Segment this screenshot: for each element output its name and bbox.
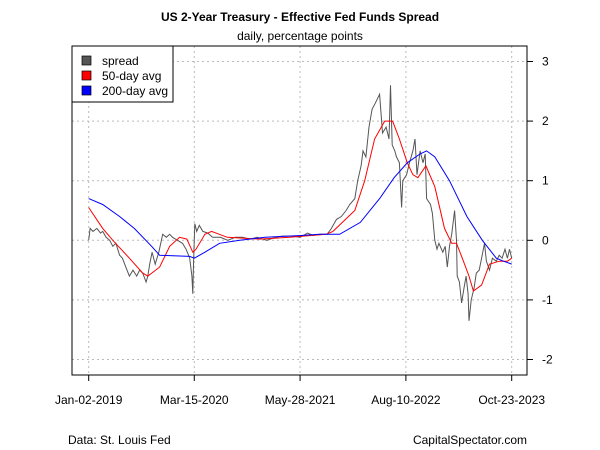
two-hundred-day-avg-line <box>88 150 512 265</box>
legend-swatch-spread <box>81 55 92 66</box>
y-tick-label: 0 <box>542 233 549 247</box>
source-note: Data: St. Louis Fed <box>68 433 171 447</box>
chart-subtitle: daily, percentage points <box>237 29 363 43</box>
legend-label-200day: 200-day avg <box>102 84 168 98</box>
x-tick-label: Aug-10-2022 <box>371 393 441 407</box>
legend-swatch-200day <box>81 85 92 96</box>
axes: 3 2 1 0 -1 -2 Jan-02-2019 Mar-15-2020 May-28-202… <box>55 55 553 408</box>
chart-title: US 2-Year Treasury - Effective Fed Funds… <box>161 10 439 24</box>
y-tick-label: -1 <box>542 293 553 307</box>
fifty-day-avg-line <box>88 120 512 292</box>
x-tick-label: May-28-2021 <box>265 393 336 407</box>
y-tick-label: 2 <box>542 114 549 128</box>
x-tick-label: Oct-23-2023 <box>478 393 545 407</box>
y-tick-label: 1 <box>542 174 549 188</box>
x-tick-label: Mar-15-2020 <box>160 393 229 407</box>
series-lines <box>88 85 513 321</box>
credit-note: CapitalSpectator.com <box>413 433 527 447</box>
legend-swatch-50day <box>81 70 92 81</box>
y-tick-label: 3 <box>542 55 549 69</box>
legend-label-spread: spread <box>102 54 139 68</box>
spread-line <box>88 85 513 321</box>
legend: spread 50-day avg 200-day avg <box>71 45 174 103</box>
plot-frame <box>71 45 528 376</box>
y-tick-label: -2 <box>542 353 553 367</box>
x-tick-label: Jan-02-2019 <box>55 393 123 407</box>
legend-label-50day: 50-day avg <box>102 69 161 83</box>
